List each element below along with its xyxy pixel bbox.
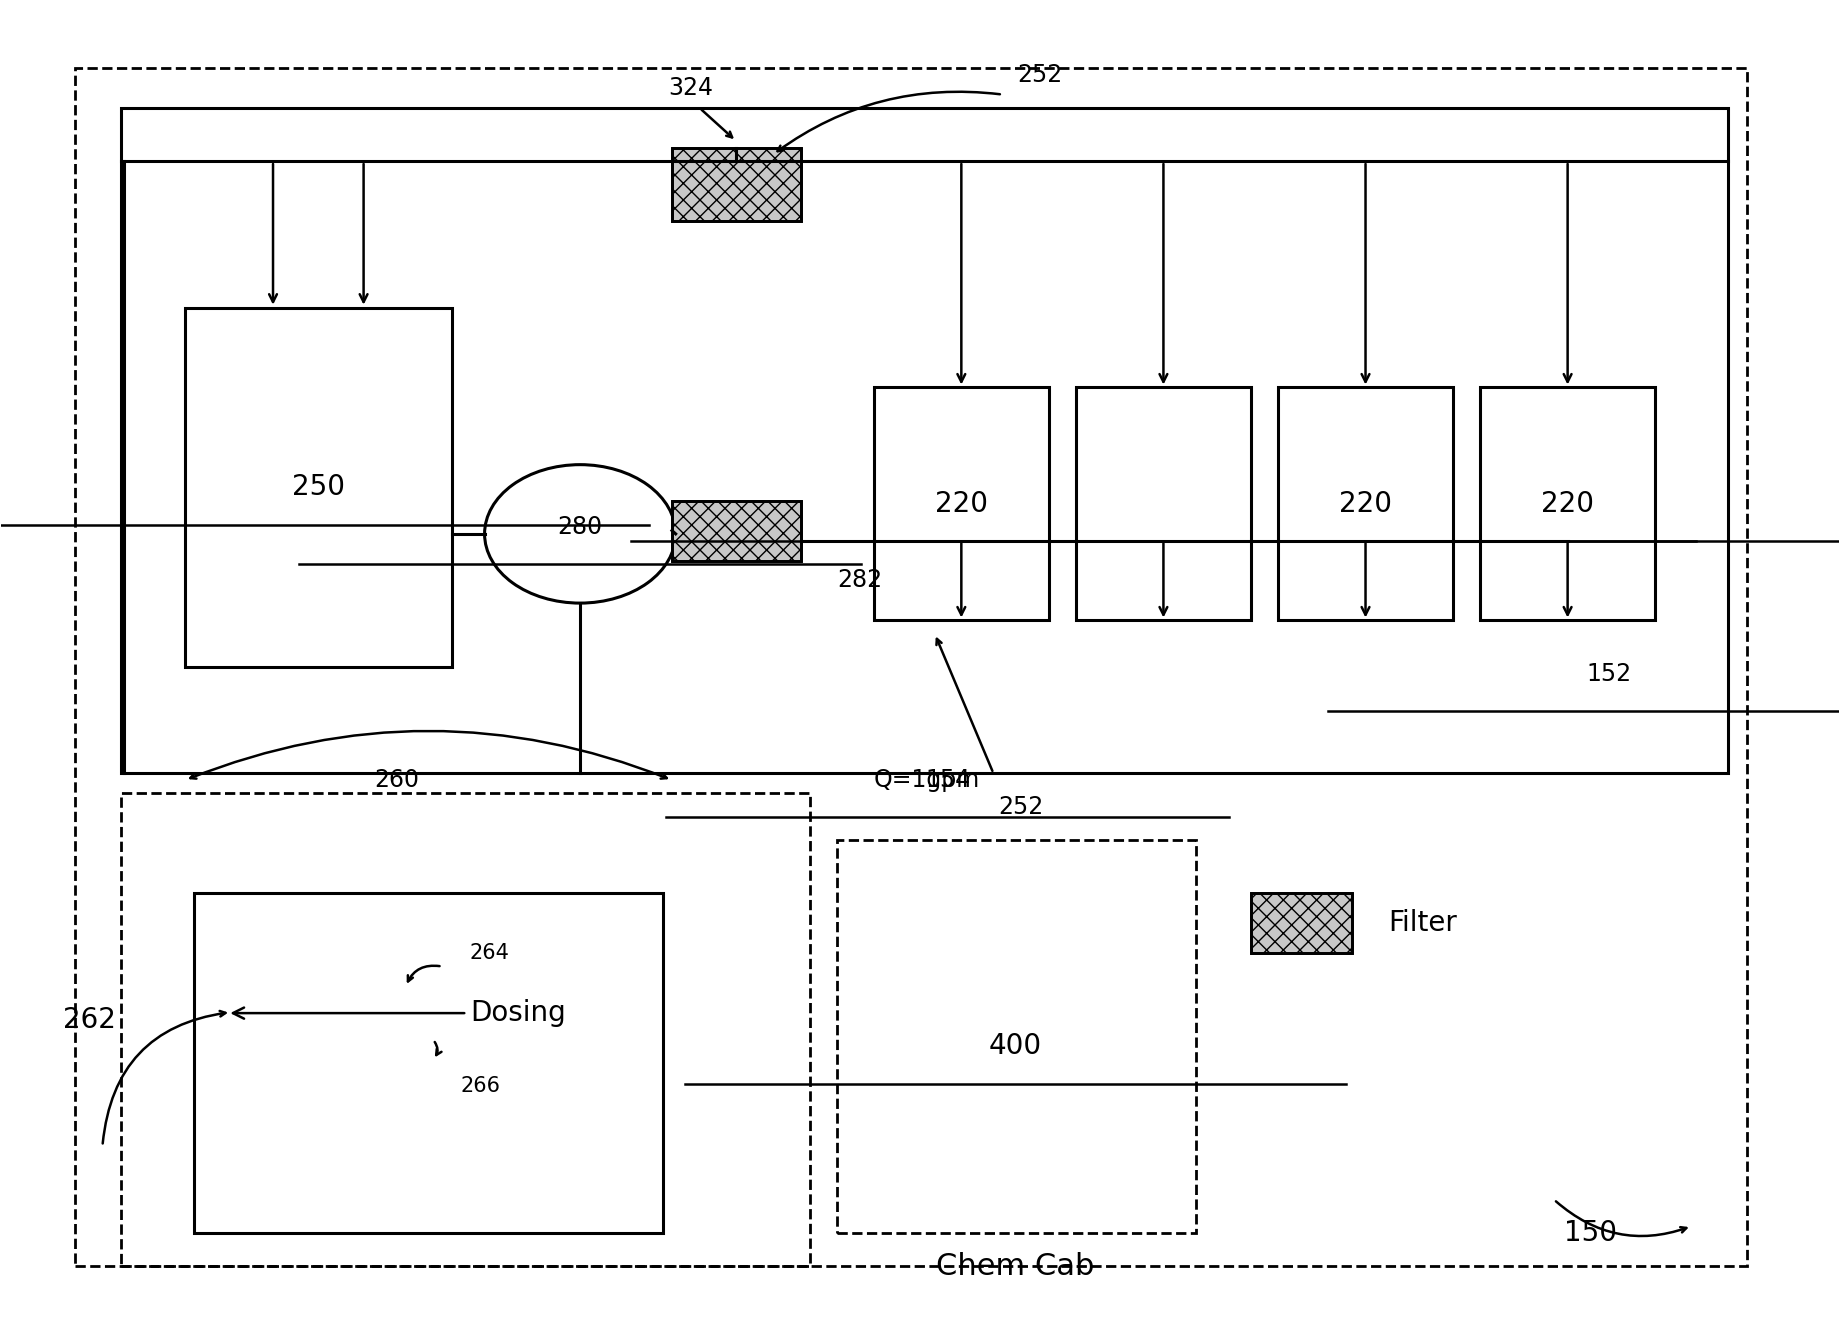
Text: 154: 154 [925, 768, 969, 792]
Bar [195, 894, 662, 1233]
Bar [1480, 387, 1653, 620]
Circle shape [484, 464, 675, 603]
Bar [671, 148, 800, 221]
Bar [874, 387, 1048, 620]
Text: 262: 262 [63, 1006, 116, 1034]
Text: 400: 400 [988, 1033, 1041, 1061]
Bar [837, 840, 1195, 1233]
Text: 282: 282 [837, 568, 883, 592]
Text: 220: 220 [934, 490, 988, 518]
Text: Q=1gpm: Q=1gpm [874, 768, 980, 792]
Bar [671, 148, 800, 221]
Text: Filter: Filter [1388, 910, 1456, 938]
Bar [1251, 894, 1352, 954]
Text: 250: 250 [292, 474, 344, 502]
Bar [1251, 894, 1352, 954]
Text: 260: 260 [373, 768, 419, 792]
Text: 264: 264 [469, 943, 509, 963]
Bar [1076, 387, 1251, 620]
Text: 252: 252 [999, 795, 1043, 819]
Text: Chem Cab: Chem Cab [936, 1251, 1094, 1281]
Text: 266: 266 [460, 1077, 500, 1097]
Bar [671, 500, 800, 560]
Text: Dosing: Dosing [234, 999, 565, 1027]
Bar [121, 108, 1727, 774]
Text: 150: 150 [1563, 1219, 1616, 1247]
Text: 152: 152 [1585, 662, 1631, 686]
Bar [121, 794, 809, 1266]
Text: 220: 220 [1541, 490, 1593, 518]
Text: 252: 252 [1017, 63, 1061, 87]
Text: 220: 220 [1339, 490, 1392, 518]
Bar [671, 500, 800, 560]
Text: 324: 324 [668, 76, 712, 100]
Text: 280: 280 [557, 515, 603, 539]
Bar [1278, 387, 1453, 620]
Bar [186, 308, 451, 667]
